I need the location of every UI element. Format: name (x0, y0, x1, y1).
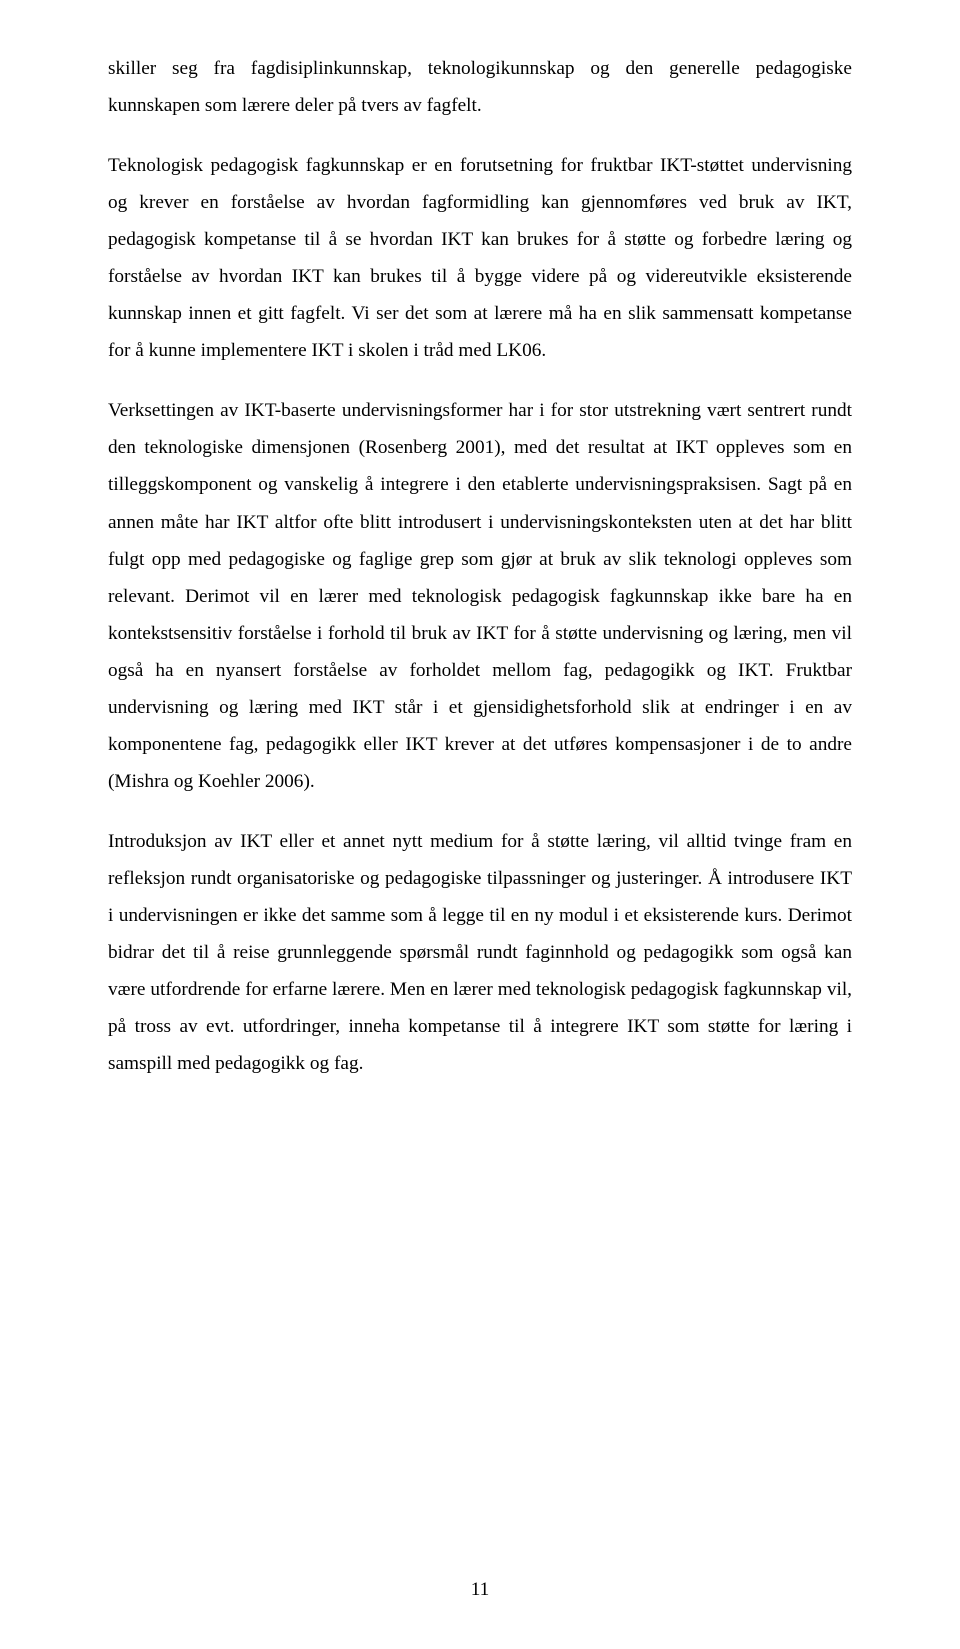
paragraph: skiller seg fra fagdisiplinkunnskap, tek… (108, 50, 852, 124)
page-number: 11 (0, 1579, 960, 1601)
paragraph: Verksettingen av IKT-baserte undervisnin… (108, 392, 852, 800)
paragraph: Teknologisk pedagogisk fagkunnskap er en… (108, 147, 852, 369)
document-page: skiller seg fra fagdisiplinkunnskap, tek… (0, 0, 960, 1649)
paragraph: Introduksjon av IKT eller et annet nytt … (108, 823, 852, 1082)
